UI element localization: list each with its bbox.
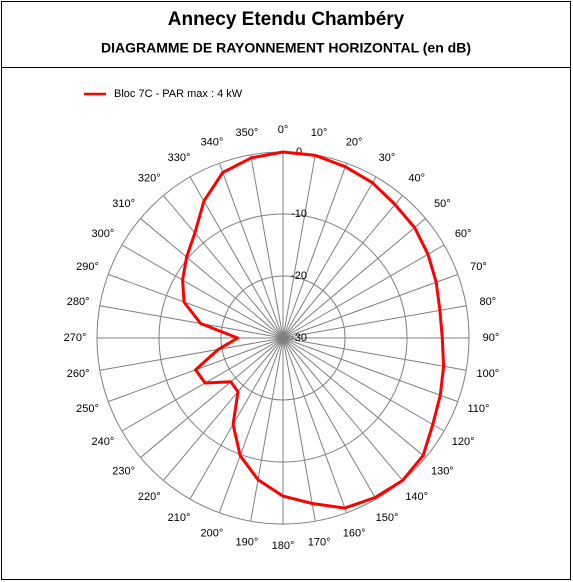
angle-label: 120° — [452, 436, 475, 448]
angle-label: 320° — [138, 173, 161, 185]
grid-spoke — [218, 163, 284, 339]
angle-label: 230° — [112, 466, 135, 478]
grid-spoke — [282, 337, 467, 371]
angle-label: 170° — [308, 537, 331, 549]
grid-spoke — [282, 337, 445, 432]
chart-subtitle: DIAGRAMME DE RAYONNEMENT HORIZONTAL (en … — [101, 40, 471, 56]
angle-label: 200° — [200, 527, 223, 539]
grid-spoke — [250, 154, 284, 339]
angle-label: 290° — [76, 261, 99, 273]
legend-label: Bloc 7C - PAR max : 4 kW — [114, 88, 243, 100]
grid-spoke — [163, 195, 284, 339]
angle-label: 40° — [408, 173, 425, 185]
angle-label: 140° — [405, 491, 428, 503]
angle-label: 250° — [76, 403, 99, 415]
grid-spoke — [189, 176, 284, 339]
grid-spoke — [99, 337, 284, 371]
grid-spoke — [282, 337, 377, 500]
grid-spoke — [108, 273, 284, 339]
angle-label: 270° — [64, 332, 87, 344]
angle-label: 150° — [376, 512, 399, 524]
angle-label: 240° — [91, 436, 114, 448]
series-line — [181, 150, 446, 510]
grid-spoke — [218, 337, 284, 513]
angle-label: 80° — [480, 296, 497, 308]
grid-spoke — [189, 337, 284, 500]
angle-label: 130° — [431, 466, 454, 478]
grid-spoke — [282, 176, 377, 339]
grid-spoke — [282, 337, 426, 458]
angle-label: 220° — [138, 491, 161, 503]
grid-spoke — [282, 244, 445, 339]
grid-spoke — [282, 305, 467, 339]
angle-label: 340° — [200, 136, 223, 148]
grid-spoke — [282, 337, 348, 513]
r-tick-label: -20 — [291, 270, 307, 282]
angle-label: 0° — [278, 124, 289, 136]
plot — [181, 150, 446, 510]
angle-label: 160° — [343, 527, 366, 539]
grid-spoke — [140, 218, 284, 339]
chart-title: Annecy Etendu Chambéry — [168, 9, 405, 30]
grid-spoke — [121, 337, 284, 432]
grid-spoke — [282, 154, 316, 339]
grid-spoke — [99, 305, 284, 339]
grid-spoke — [250, 337, 284, 522]
grid-spoke — [282, 337, 316, 522]
grid-spoke — [282, 218, 426, 339]
grid-spoke — [282, 337, 403, 481]
r-tick-label: 0 — [296, 146, 302, 158]
angle-label: 300° — [91, 228, 114, 240]
angle-label: 30° — [379, 152, 396, 164]
angle-label: 70° — [470, 261, 487, 273]
angle-label: 180° — [272, 540, 295, 552]
angle-label: 60° — [455, 228, 472, 240]
angle-label: 10° — [311, 127, 328, 139]
angle-label: 350° — [235, 127, 258, 139]
grid-spoke — [121, 244, 284, 339]
angle-label: 260° — [67, 368, 90, 380]
grid: 0° 10° 20° 30° 40° 50° 60° 70° 80° 90° 100° 110° 120… — [64, 124, 500, 552]
r-tick-label: -10 — [291, 208, 307, 220]
angle-label: 50° — [434, 198, 451, 210]
r-tick-label: -30 — [291, 332, 307, 344]
angle-label: 280° — [67, 296, 90, 308]
angle-label: 100° — [476, 368, 499, 380]
angle-label: 310° — [112, 198, 135, 210]
grid-spoke — [140, 337, 284, 458]
angle-label: 330° — [168, 152, 191, 164]
angle-label: 110° — [467, 403, 489, 415]
grid-spoke — [282, 337, 458, 403]
angle-label: 90° — [483, 332, 500, 344]
angle-label: 190° — [235, 537, 258, 549]
angle-label: 20° — [346, 136, 363, 148]
grid-spoke — [282, 195, 403, 339]
grid-spoke — [282, 273, 458, 339]
angle-label: 210° — [168, 512, 191, 524]
grid-spoke — [163, 337, 284, 481]
grid-spoke — [282, 163, 348, 339]
